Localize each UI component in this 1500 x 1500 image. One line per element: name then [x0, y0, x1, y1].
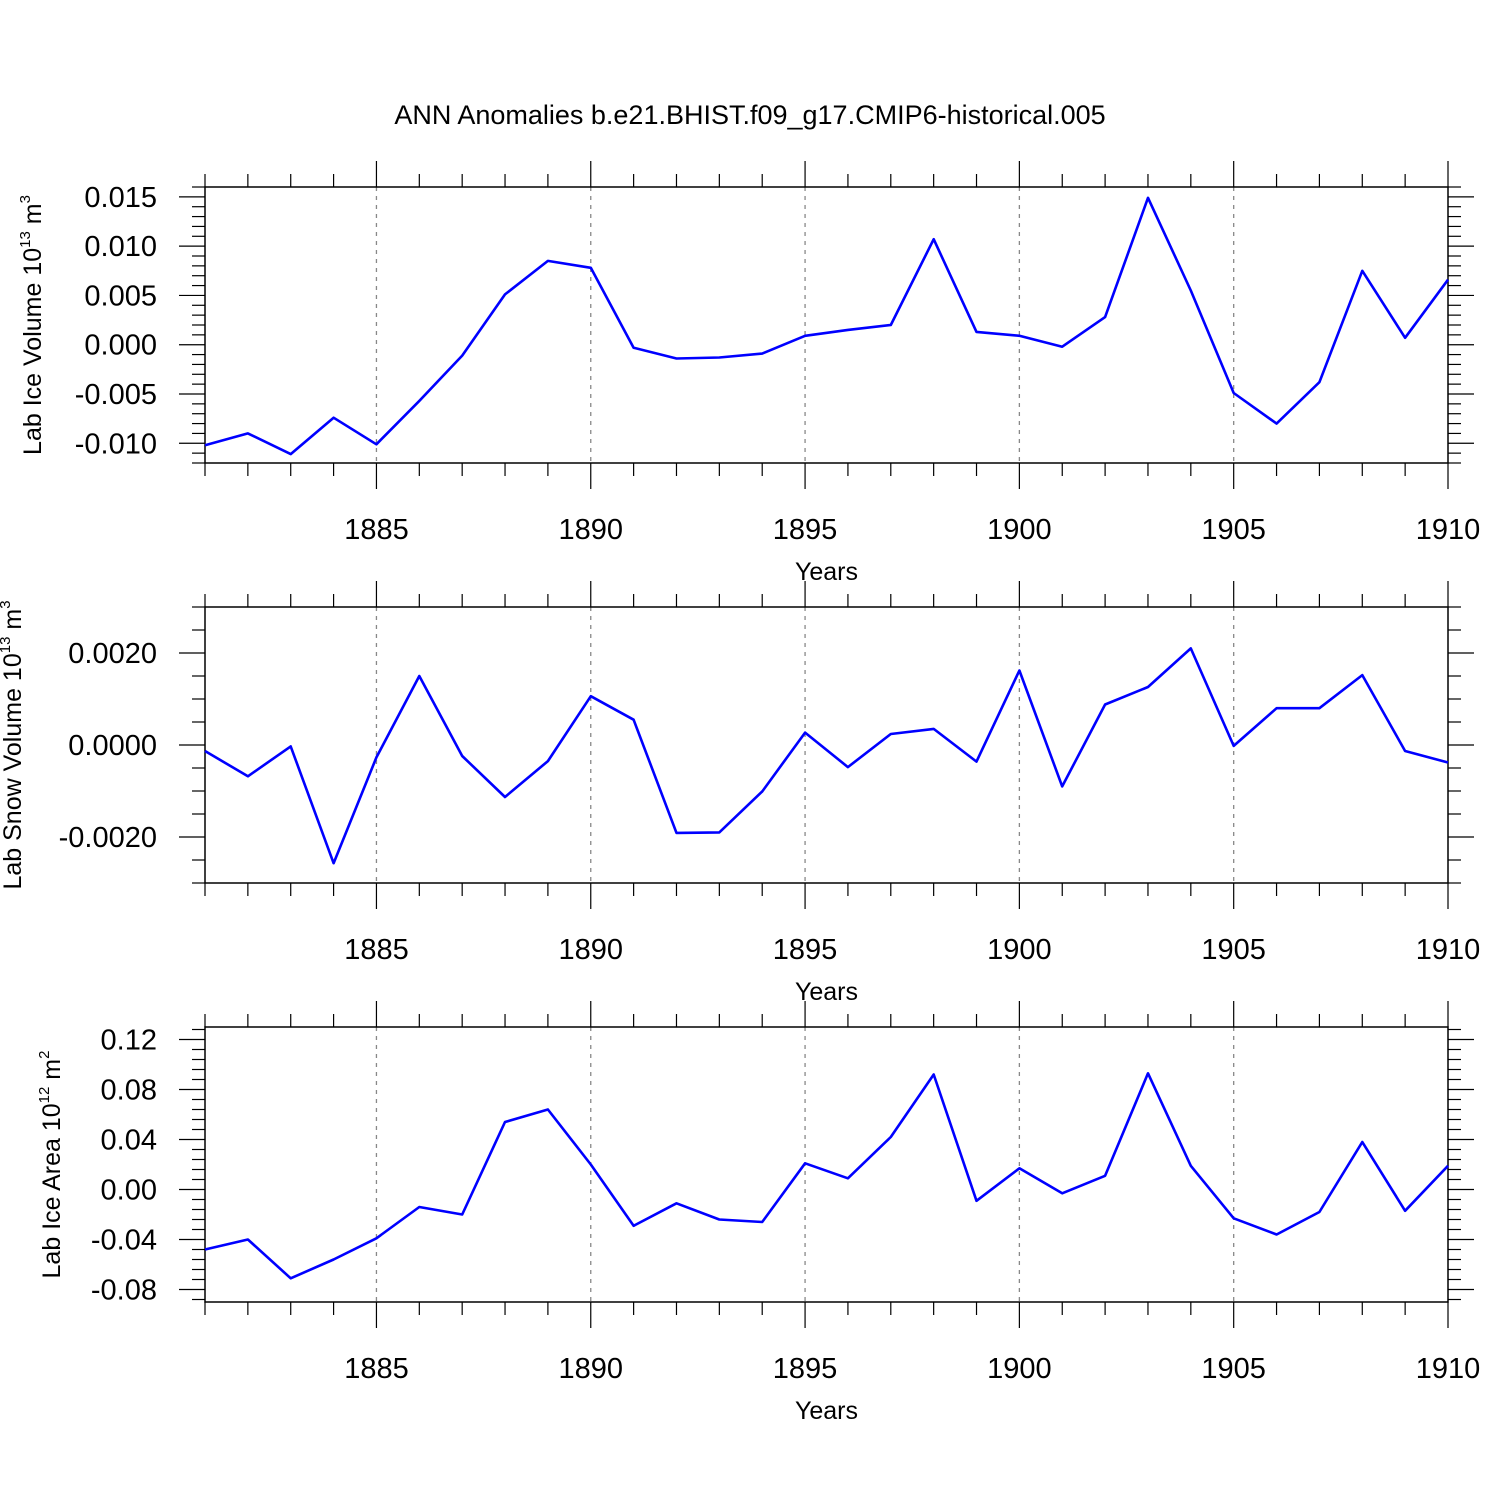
x-tick-label: 1900 — [987, 934, 1052, 966]
x-axis-label: Years — [795, 1397, 858, 1425]
x-tick-label: 1895 — [773, 934, 838, 966]
x-tick-label: 1900 — [987, 1353, 1052, 1385]
x-tick-label: 1895 — [773, 514, 838, 546]
plot-frame — [204, 1026, 1449, 1303]
x-tick-label: 1895 — [773, 1353, 838, 1385]
x-tick-label: 1905 — [1201, 934, 1266, 966]
x-axis-label: Years — [795, 558, 858, 586]
y-tick-label: 0.0020 — [68, 638, 157, 670]
y-tick-label: 0.00 — [101, 1175, 157, 1207]
x-tick-label: 1890 — [559, 514, 624, 546]
series-line — [204, 196, 1450, 456]
panels: 1885 1890 1895 1900 1905 1910 -0.010 -0.005 0.00… — [0, 161, 1480, 1425]
x-tick-label: 1890 — [559, 934, 624, 966]
y-tick-label: 0.0000 — [68, 730, 157, 762]
y-axis-label: Lab Ice Area 1012 m2 — [36, 1051, 66, 1279]
chart-panel-1: 1885 1890 1895 1900 1905 1910 -0.010 -0.005 0.00… — [17, 161, 1480, 586]
chart-panel-3: 1885 1890 1895 1900 1905 1910 -0.08 -0.04 0.00 0.… — [36, 1001, 1480, 1425]
x-tick-label: 1900 — [987, 514, 1052, 546]
y-tick-label: 0.000 — [84, 330, 157, 362]
x-axis-label: Years — [795, 978, 858, 1006]
x-tick-label: 1890 — [559, 1353, 624, 1385]
x-tick-label: 1910 — [1416, 934, 1481, 966]
x-tick-label: 1910 — [1416, 1353, 1481, 1385]
y-tick-label: -0.010 — [75, 428, 157, 460]
y-tick-label: 0.015 — [84, 182, 157, 214]
series-line — [204, 1072, 1449, 1280]
x-tick-label: 1885 — [344, 1353, 409, 1385]
y-axis-label: Lab Ice Volume 1013 m3 — [17, 195, 47, 455]
x-tick-label: 1905 — [1201, 514, 1266, 546]
y-tick-label: -0.08 — [91, 1275, 157, 1307]
y-tick-label: 0.04 — [101, 1125, 157, 1157]
y-tick-label: 0.005 — [84, 280, 157, 312]
y-tick-label: 0.010 — [84, 231, 157, 263]
x-tick-label: 1885 — [344, 514, 409, 546]
x-tick-label: 1885 — [344, 934, 409, 966]
x-tick-label: 1910 — [1416, 514, 1481, 546]
y-tick-label: 0.08 — [101, 1075, 157, 1107]
plot-frame — [204, 606, 1449, 884]
y-tick-label: -0.04 — [91, 1225, 157, 1257]
plot-frame — [204, 186, 1449, 464]
y-tick-label: 0.12 — [101, 1025, 157, 1057]
y-tick-label: -0.0020 — [59, 822, 157, 854]
x-tick-label: 1905 — [1201, 1353, 1266, 1385]
series-line — [204, 647, 1449, 865]
y-axis-label: Lab Snow Volume 1013 m3 — [0, 600, 27, 889]
y-tick-label: -0.005 — [75, 379, 157, 411]
chart-panel-2: 1885 1890 1895 1900 1905 1910 -0.0020 0.0000 0.0… — [0, 581, 1480, 1006]
figure-title: ANN Anomalies b.e21.BHIST.f09_g17.CMIP6-… — [394, 100, 1105, 130]
